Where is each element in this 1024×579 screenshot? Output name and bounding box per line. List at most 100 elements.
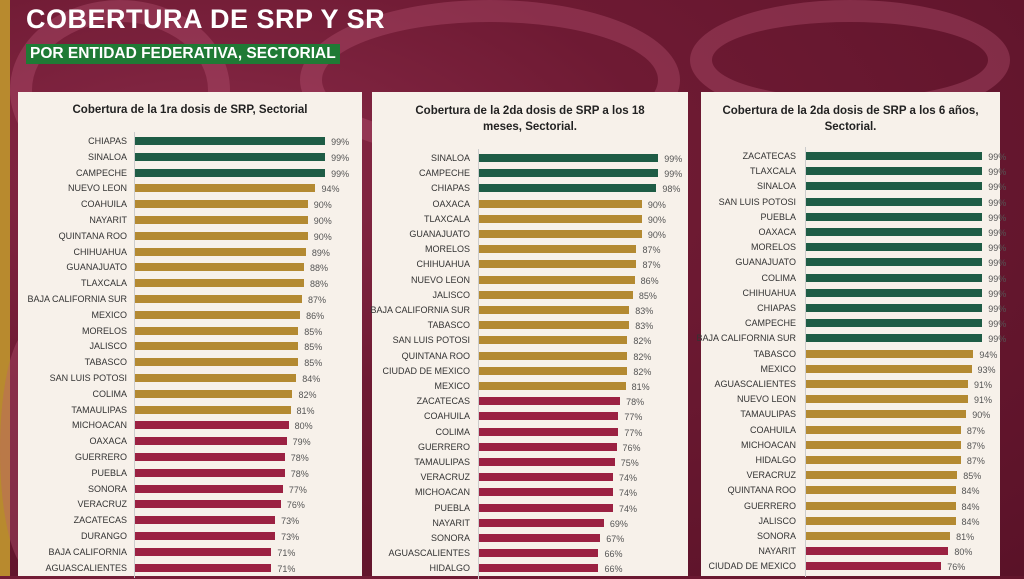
bar [806, 182, 983, 191]
value-label: 99% [988, 197, 1007, 208]
value-label: 99% [331, 137, 350, 147]
bar-row: COAHUILA 90% [18, 198, 362, 210]
bar [479, 260, 637, 269]
value-label: 99% [664, 154, 683, 164]
value-label: 87% [642, 245, 661, 256]
bar [479, 534, 601, 542]
bar-row: TABASCO 85% [18, 356, 362, 368]
value-label: 86% [640, 275, 659, 286]
category-label: ZACATECAS [416, 396, 470, 407]
bar [806, 516, 956, 525]
category-label: COAHUILA [80, 199, 127, 210]
category-label: COLIMA [435, 426, 470, 437]
category-label: ZACATECAS [73, 515, 127, 526]
chart-title: Cobertura de la 2da dosis de SRP a los 6… [722, 105, 979, 133]
bar-row: NAYARIT 69% [372, 517, 688, 529]
bar [806, 273, 983, 282]
bar-row: CHIHUAHUA 99% [701, 287, 1006, 299]
category-label: TAMAULIPAS [71, 404, 127, 415]
bar [806, 395, 968, 404]
category-label: BAJA CALIFORNIA SUR [370, 305, 470, 315]
bar [479, 397, 621, 406]
bar [135, 453, 285, 461]
chart-title: Cobertura de la 2da dosis de SRP a los 1… [415, 105, 645, 133]
chart-panel-2da-dosis-6-anos: Cobertura de la 2da dosis de SRP a los 6… [696, 92, 1007, 577]
chart-title: Cobertura de la 1ra dosis de SRP, Sector… [72, 104, 308, 116]
category-label: CHIAPAS [88, 136, 127, 146]
bar-row: CAMPECHE 99% [701, 317, 1006, 329]
bar-row: VERACRUZ 76% [18, 498, 362, 510]
value-label: 94% [321, 184, 340, 195]
bar-row: QUINTANA ROO 84% [701, 484, 1000, 496]
value-label: 85% [304, 358, 323, 369]
category-label: MEXICO [91, 309, 127, 320]
bar-row: NUEVO LEON 91% [701, 393, 1000, 405]
category-label: SONORA [756, 531, 796, 541]
category-label: CAMPECHE [75, 167, 127, 178]
bar [806, 243, 983, 252]
bar-row: TAMAULIPAS 75% [372, 456, 688, 468]
category-label: NAYARIT [758, 546, 796, 557]
bar-row: OAXACA 99% [701, 226, 1006, 238]
category-label: OAXACA [89, 436, 127, 447]
category-label: VERACRUZ [420, 472, 470, 483]
bar [806, 334, 983, 343]
category-label: GUERRERO [417, 441, 470, 452]
value-label: 99% [988, 288, 1007, 299]
bar-row: MORELOS 85% [18, 325, 362, 337]
category-label: VERACRUZ [746, 470, 796, 481]
bar [806, 425, 961, 434]
bar-row: MICHOACAN 87% [701, 439, 1000, 451]
bar [135, 326, 299, 335]
bar-row: SINALOA 99% [701, 180, 1006, 192]
bar [806, 258, 983, 267]
bar [806, 532, 951, 540]
category-label: COAHUILA [749, 424, 796, 435]
bar-row: AGUASCALIENTES 71% [18, 562, 362, 574]
bar [806, 152, 983, 160]
bar [806, 410, 967, 419]
bar [135, 168, 326, 177]
bar [479, 306, 630, 314]
bar-row: JALISCO 85% [18, 340, 362, 352]
bar-row: ZACATECAS 99% [701, 150, 1007, 162]
bar [806, 197, 983, 206]
bar-row: MORELOS 99% [701, 241, 1006, 253]
bar-row: NUEVO LEON 94% [18, 182, 362, 194]
value-label: 79% [292, 437, 311, 448]
bar [135, 358, 299, 367]
category-label: TLAXCALA [80, 278, 127, 289]
bar-row: AGUASCALIENTES 66% [372, 547, 688, 559]
bar-row: CAMPECHE 99% [18, 167, 362, 179]
value-label: 81% [631, 382, 650, 392]
value-label: 89% [311, 247, 330, 258]
category-label: CIUDAD DE MEXICO [708, 561, 796, 572]
category-label: MORELOS [81, 325, 127, 336]
value-label: 90% [313, 216, 332, 226]
bar-row: CAMPECHE 99% [372, 167, 688, 179]
bar-row: MICHOACAN 74% [372, 486, 688, 498]
value-label: 78% [626, 397, 645, 408]
value-label: 85% [304, 342, 323, 353]
bar [479, 230, 642, 238]
bar [806, 547, 949, 556]
bar-row: TAMAULIPAS 90% [701, 408, 1000, 420]
bar-row: BAJA CALIFORNIA SUR 99% [696, 332, 1006, 344]
category-label: GUANAJUATO [66, 262, 127, 273]
value-label: 87% [966, 440, 985, 451]
bar-row: GUERRERO 78% [18, 451, 362, 463]
category-label: NAYARIT [432, 517, 470, 528]
bar [135, 516, 276, 525]
bar [479, 427, 619, 436]
value-label: 71% [277, 547, 296, 558]
value-label: 81% [956, 532, 975, 542]
bar [135, 231, 308, 240]
bar [135, 437, 287, 446]
value-label: 91% [973, 380, 992, 390]
category-label: MICHOACAN [71, 420, 127, 431]
bar-row: VERACRUZ 74% [372, 471, 688, 483]
bar-row: COAHUILA 77% [372, 410, 688, 422]
value-label: 80% [954, 547, 973, 558]
bar-row: BAJA CALIFORNIA 71% [18, 546, 362, 558]
bar-row: SAN LUIS POTOSI 99% [701, 196, 1007, 208]
